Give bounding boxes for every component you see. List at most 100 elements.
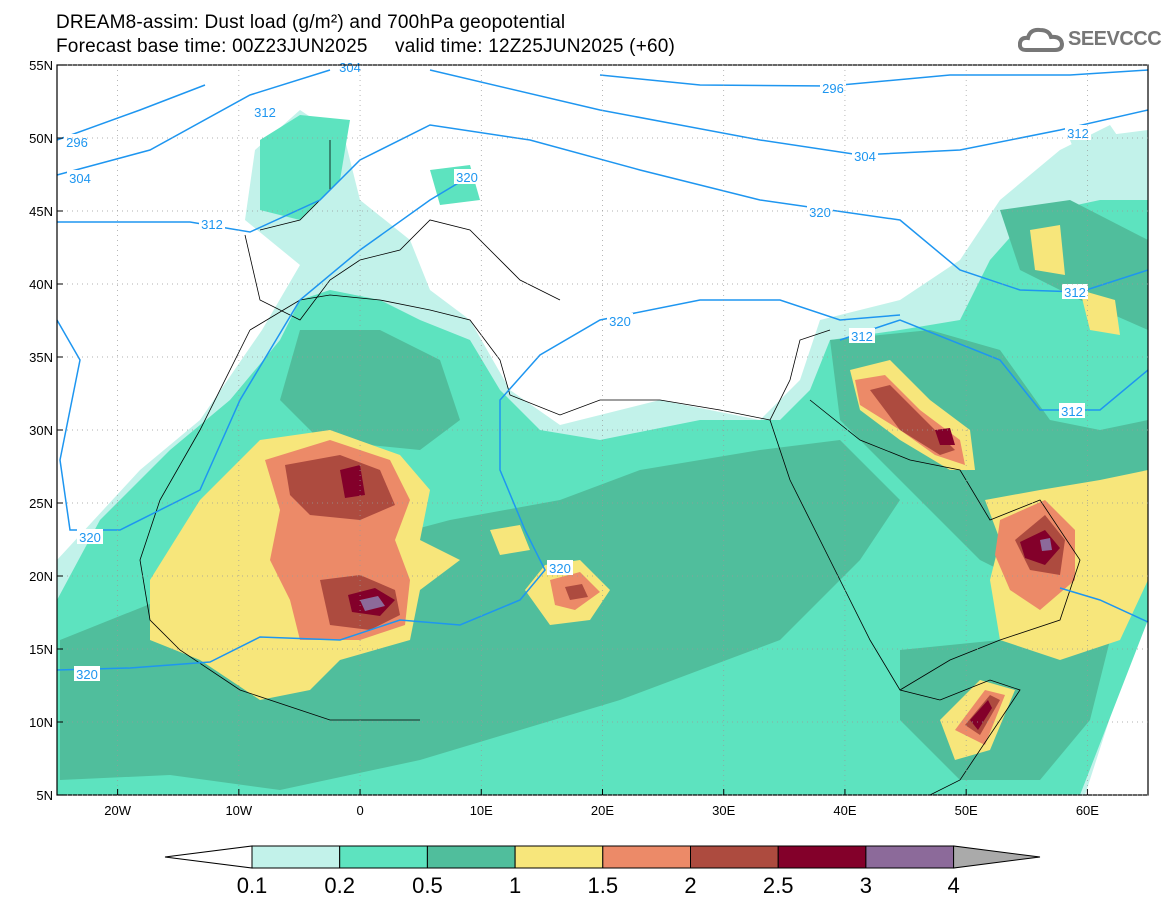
contour-label: 312 [254,105,276,120]
dust-level-0.1 [1070,130,1148,190]
contour-label-bg [64,134,90,149]
contour-label-bg [67,170,93,185]
colorbar-swatch [426,845,516,869]
dust-level-0.2 [260,115,350,220]
contour-label: 312 [1067,126,1089,141]
dust-level-2 [565,584,588,600]
y-tick-label: 25N [29,496,53,511]
geopotential-contours [56,69,1149,671]
y-tick-label: 30N [29,423,53,438]
contour-label-bg [252,104,278,119]
colorbar-label: 2 [684,873,696,898]
y-tick-label: 55N [29,58,53,73]
contour-label: 312 [1064,285,1086,300]
colorbar-swatch [690,845,779,869]
logo-text: SEEVCCC [1068,27,1162,50]
colorbar: 0.1 0.2 0.5 1 1.5 2 2.5 3 4 [164,845,1041,898]
colorbar-label: 4 [947,873,959,898]
contour-label: 312 [201,217,223,232]
contour-label-bg [454,169,480,184]
colorbar-label: 0.5 [412,873,443,898]
contour-296 [56,69,1149,141]
contour-label: 312 [1061,404,1083,419]
contour-label: 312 [851,329,873,344]
contour-label: 320 [609,314,631,329]
contour-label-bg [337,59,363,74]
contour-312 [57,124,1149,293]
dust-level-1 [1030,225,1065,275]
latitude-axis: 55N 50N 45N 40N 35N 30N 25N 20N 15N 10N 5N [29,58,63,803]
x-tick-label: 30E [712,803,735,818]
colorbar-label: 1.5 [588,873,619,898]
colorbar-swatch [339,845,428,869]
colorbar-swatch [865,845,955,869]
dust-level-0.5 [280,330,460,450]
dust-level-2.5 [970,700,992,730]
dust-level-2.5 [935,428,955,445]
dust-level-2 [285,455,395,520]
contour-label: 296 [822,81,844,96]
dust-level-3 [1040,538,1052,551]
x-tick-label: 10W [225,803,252,818]
dust-level-2 [870,385,955,455]
y-tick-label: 5N [36,788,53,803]
contour-label: 296 [66,135,88,150]
contour-label-bg [547,560,573,575]
contour-label: 320 [549,561,571,576]
dust-level-0.5 [60,440,900,790]
contour-label: 320 [809,205,831,220]
colorbar-under-triangle [164,845,253,869]
contour-label-bg [607,313,633,328]
longitude-axis: 20W 10W 0 10E 20E 30E 40E 50E 60E [104,789,1099,818]
contour-labels: 304 296 312 296 304 304 312 320 312 320 312 312 312 3… [64,59,1091,682]
contour-label-bg [199,216,225,231]
colorbar-swatch [602,845,691,869]
y-tick-label: 35N [29,350,53,365]
colorbar-swatch [251,845,341,869]
colorbar-label: 1 [509,873,521,898]
x-tick-label: 40E [833,803,856,818]
contour-label-bg [807,204,833,219]
y-tick-label: 50N [29,131,53,146]
colorbar-over-triangle [953,845,1041,869]
y-tick-label: 40N [29,277,53,292]
dust-level-1 [1080,290,1120,335]
contour-label-bg [1065,125,1091,140]
x-tick-label: 50E [955,803,978,818]
x-tick-label: 20E [591,803,614,818]
contour-label: 320 [79,530,101,545]
map-title: DREAM8-assim: Dust load (g/m²) and 700hP… [56,12,566,33]
y-tick-label: 10N [29,715,53,730]
contour-label-bg [820,80,846,95]
contour-label: 320 [76,667,98,682]
graticule [57,64,1148,796]
contour-label-bg [1059,403,1085,418]
contour-label-bg [77,529,103,544]
colorbar-label: 0.1 [237,873,268,898]
contour-320 [56,169,481,531]
map-subtitle: Forecast base time: 00Z23JUN2025 valid t… [56,36,676,57]
x-tick-label: 0 [356,803,363,818]
x-tick-label: 60E [1076,803,1099,818]
cloud-icon [1018,27,1064,52]
colorbar-label: 0.2 [324,873,355,898]
dust-level-2.5 [340,465,365,498]
contour-label: 304 [69,171,91,186]
dust-load-fill [57,110,1148,795]
dust-level-1 [490,525,530,555]
contour-label: 304 [854,149,876,164]
dust-level-3 [360,596,385,611]
colorbar-label: 3 [860,873,872,898]
contour-label-bg [849,328,875,343]
contour-label-bg [1062,284,1088,299]
y-tick-label: 15N [29,642,53,657]
contour-312 [839,319,1149,411]
contour-320 [1059,587,1149,623]
colorbar-swatch [514,845,604,869]
contour-label: 320 [456,170,478,185]
colorbar-label: 2.5 [763,873,794,898]
colorbar-swatch [777,845,867,869]
contour-320 [56,299,901,671]
